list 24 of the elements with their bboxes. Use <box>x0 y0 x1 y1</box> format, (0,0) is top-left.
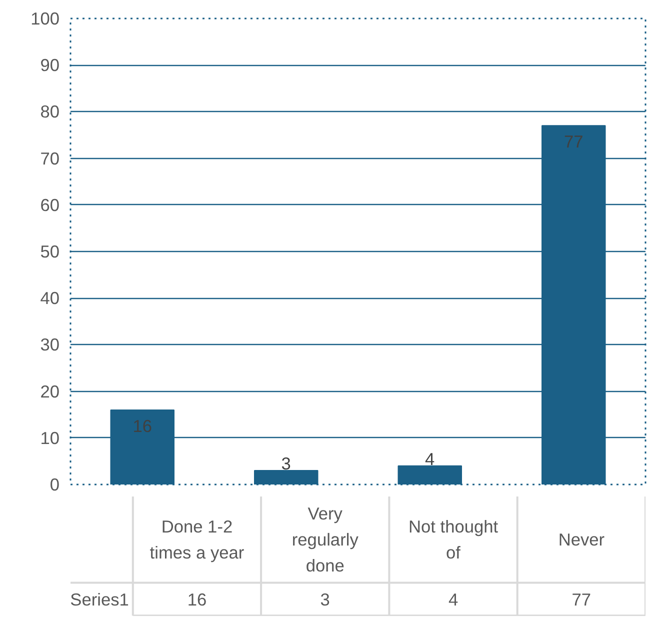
x-tick-label: Done 1-2 times a year <box>150 516 244 563</box>
x-tick-label: Never <box>558 530 605 550</box>
data-label: 16 <box>187 590 207 610</box>
y-tick-label: 50 <box>40 242 60 262</box>
data-label: 3 <box>320 590 330 610</box>
data-label: 77 <box>572 590 592 610</box>
y-tick-label: 30 <box>40 334 60 355</box>
text: Series1 <box>70 590 129 610</box>
x-tick-label: Not thought of <box>408 516 498 563</box>
text: 3 <box>281 454 291 474</box>
data-label: 4 <box>448 590 458 610</box>
y-tick-label: 70 <box>40 148 60 168</box>
y-tick-label: 0 <box>50 474 60 494</box>
y-tick-label: 60 <box>40 194 60 215</box>
y-tick-label: 10 <box>40 428 60 448</box>
y-tick-label: 40 <box>40 288 60 308</box>
y-tick-label: 90 <box>40 55 60 76</box>
text: 77 <box>564 132 584 152</box>
y-tick-label: 20 <box>40 381 60 402</box>
text: 4 <box>425 448 435 469</box>
y-tick-label: 100 <box>30 8 60 28</box>
x-tick-label: Very regularly done <box>292 504 359 576</box>
text: 16 <box>132 416 152 436</box>
y-tick-label: 80 <box>40 102 60 122</box>
